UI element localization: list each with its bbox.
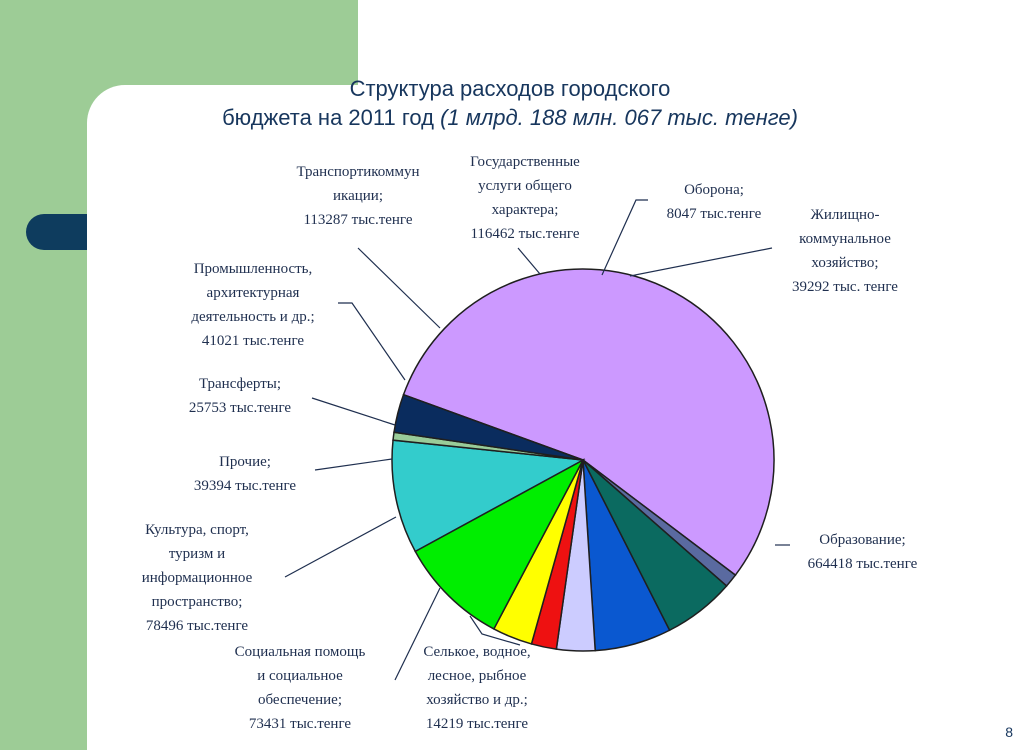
- leader-line-transfers: [311, 397, 396, 426]
- label-line: Жилищно-: [810, 207, 880, 223]
- label-line: хозяйство и др.;: [426, 692, 528, 708]
- label-other: Прочие; 39394 тыс.тенге: [175, 450, 315, 498]
- leader-line-agriculture: [469, 615, 521, 646]
- label-line: Прочие;: [219, 454, 271, 470]
- label-line: деятельность и др.;: [191, 309, 315, 325]
- label-agriculture: Селькое, водное, лесное, рыбное хозяйств…: [402, 640, 552, 736]
- label-industry: Промышленность, архитектурная деятельнос…: [168, 257, 338, 353]
- label-line: Оборона;: [684, 182, 744, 198]
- leader-line-housing: [629, 247, 773, 277]
- content-top-area: [358, 0, 1023, 86]
- label-education: Образование; 664418 тыс.тенге: [790, 528, 935, 576]
- label-line: 116462 тыс.тенге: [470, 226, 580, 242]
- pie-slice-education: [402, 268, 775, 577]
- label-line: коммунальное: [799, 231, 891, 247]
- label-line: архитектурная: [206, 285, 300, 301]
- accent-pill: [26, 214, 87, 250]
- label-line: 73431 тыс.тенге: [248, 716, 352, 732]
- leader-line-culture: [284, 516, 397, 578]
- label-line: 39292 тыс. тенге: [792, 279, 898, 295]
- label-line: 113287 тыс.тенге: [303, 212, 413, 228]
- label-line: 8047 тыс.тенге: [666, 206, 762, 222]
- label-line: характера;: [491, 202, 559, 218]
- title-line-2: бюджета на 2011 год (1 млрд. 188 млн. 06…: [150, 103, 870, 132]
- label-line: Социальная помощь: [234, 644, 366, 660]
- label-line: обеспечение;: [257, 692, 343, 708]
- slide-title: Структура расходов городского бюджета на…: [150, 74, 870, 132]
- label-line: Промышленность,: [193, 261, 313, 277]
- label-line: услуги общего: [478, 178, 572, 194]
- label-housing: Жилищно- коммунальное хозяйство; 39292 т…: [775, 203, 915, 299]
- label-line: 39394 тыс.тенге: [193, 478, 297, 494]
- pie-slice-transport: [414, 458, 585, 630]
- label-defense: Оборона; 8047 тыс.тенге: [648, 178, 780, 226]
- label-line: Селькое, водное,: [423, 644, 531, 660]
- label-line: 78496 тыс.тенге: [145, 618, 249, 634]
- label-line: Транспортикоммун: [296, 164, 420, 180]
- title-line-2-italic: (1 млрд. 188 млн. 067 тыс. тенге): [440, 105, 798, 130]
- label-public-services: Государственные услуги общего характера;…: [450, 150, 600, 246]
- pie-slice-public-services: [391, 439, 586, 553]
- pie-slice-housing: [393, 393, 584, 461]
- page-number: 8: [1005, 724, 1013, 740]
- label-line: Трансферты;: [198, 376, 282, 392]
- label-line: 14219 тыс.тенге: [425, 716, 529, 732]
- leader-line-defense: [601, 199, 648, 276]
- label-line: лесное, рыбное: [427, 668, 527, 684]
- label-line: 41021 тыс.тенге: [201, 333, 305, 349]
- label-social: Социальная помощь и социальное обеспечен…: [210, 640, 390, 736]
- label-line: 664418 тыс.тенге: [807, 556, 918, 572]
- label-line: и социальное: [257, 668, 343, 684]
- title-line-1: Структура расходов городского: [349, 76, 671, 101]
- label-line: икации;: [333, 188, 383, 204]
- label-line: хозяйство;: [811, 255, 879, 271]
- leader-line-public-services: [517, 247, 541, 275]
- label-line: 25753 тыс.тенге: [188, 400, 292, 416]
- leader-line-social: [394, 587, 441, 681]
- label-culture: Культура, спорт, туризм и информационное…: [117, 518, 277, 638]
- leader-line-industry: [338, 302, 406, 381]
- label-line: туризм и: [168, 546, 226, 562]
- label-line: Культура, спорт,: [145, 522, 249, 538]
- label-line: Государственные: [470, 154, 580, 170]
- label-line: Образование;: [819, 532, 906, 548]
- leader-line-transport: [357, 247, 441, 329]
- leader-line-other: [314, 458, 393, 471]
- label-line: пространство;: [151, 594, 243, 610]
- title-line-2-plain: бюджета на 2011 год: [222, 105, 441, 130]
- label-transport: Транспортикоммун икации; 113287 тыс.тенг…: [272, 160, 444, 232]
- label-transfers: Трансферты; 25753 тыс.тенге: [170, 372, 310, 420]
- label-line: информационное: [141, 570, 253, 586]
